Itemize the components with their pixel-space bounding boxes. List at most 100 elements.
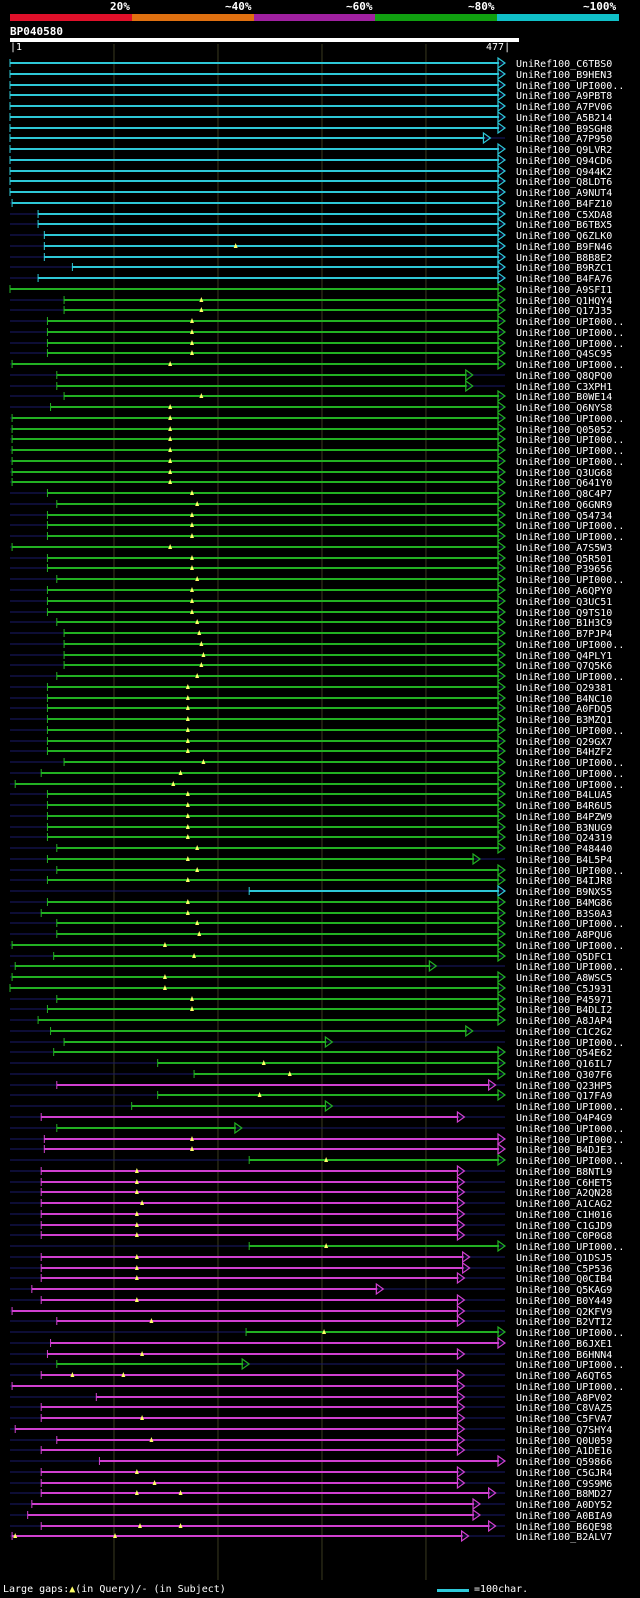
hit-label: UniRef100_A5B214 <box>516 113 612 124</box>
hit-label: UniRef100_Q16IL7 <box>516 1059 612 1070</box>
hit-label: UniRef100_B4NC10 <box>516 694 612 705</box>
hit-end-arrow <box>456 1185 466 1199</box>
hit-label: UniRef100_Q4SC95 <box>516 349 612 360</box>
hit-label: UniRef100_C5XDA8 <box>516 210 612 221</box>
hit-end-arrow <box>497 637 507 651</box>
hit-end-arrow <box>456 1476 466 1490</box>
hit-label: UniRef100_UPI000.. <box>516 414 624 425</box>
color-band-40 <box>131 14 254 21</box>
hit-end-arrow <box>497 615 507 629</box>
hit-label: UniRef100_UPI000.. <box>516 769 624 780</box>
gap-marker-icon <box>185 899 190 904</box>
hit-label: UniRef100_UPI000.. <box>516 866 624 877</box>
hit-end-arrow <box>497 809 507 823</box>
hit-end-arrow <box>497 927 507 941</box>
hit-end-arrow <box>462 1250 471 1264</box>
hit-label: UniRef100_A7S5W3 <box>516 543 612 554</box>
hit-label: UniRef100_Q05052 <box>516 425 612 436</box>
hit-end-arrow <box>497 916 507 930</box>
gap-marker-icon <box>113 1533 118 1538</box>
hit-end-arrow <box>497 508 507 522</box>
gap-marker-icon <box>134 1254 139 1259</box>
hit-end-arrow <box>497 239 507 253</box>
hit-label: UniRef100_A1CAG2 <box>516 1199 612 1210</box>
hit-end-arrow <box>488 1486 497 1500</box>
hit-end-arrow <box>497 78 507 92</box>
hit-end-arrow <box>497 701 507 715</box>
hit-label: UniRef100_A6QT65 <box>516 1371 612 1382</box>
gap-marker-icon <box>162 974 167 979</box>
scale-swatch <box>437 1589 469 1592</box>
gap-marker-icon <box>199 393 204 398</box>
hit-label: UniRef100_Q0CIB4 <box>516 1274 612 1285</box>
gap-marker-icon <box>134 1211 139 1216</box>
hit-label: UniRef100_B9FN46 <box>516 242 612 253</box>
hit-label: UniRef100_C9S9M6 <box>516 1479 612 1490</box>
hit-label: UniRef100_B7PJP4 <box>516 629 612 640</box>
hit-end-arrow <box>456 1207 466 1221</box>
hit-end-arrow <box>456 1110 466 1124</box>
hit-end-arrow <box>497 1454 507 1468</box>
gap-marker-icon <box>121 1372 126 1377</box>
hit-end-arrow <box>497 1142 507 1156</box>
hit-label: UniRef100_UPI000.. <box>516 521 624 532</box>
hit-end-arrow <box>497 755 507 769</box>
gap-marker-icon <box>178 770 183 775</box>
gap-marker-icon <box>201 759 206 764</box>
hit-end-arrow <box>497 174 507 188</box>
hit-end-arrow <box>497 938 507 952</box>
gap-marker-icon <box>162 985 167 990</box>
legend-footer: Large gaps:▲(in Query)/- (in Subject) =1… <box>0 1583 640 1597</box>
gap-marker-icon <box>134 1222 139 1227</box>
gap-marker-icon <box>134 1490 139 1495</box>
hit-label: UniRef100_C5GJR4 <box>516 1468 612 1479</box>
gap-marker-icon <box>185 910 190 915</box>
hit-label: UniRef100_A9SFI1 <box>516 285 612 296</box>
gap-marker-icon <box>189 1136 194 1141</box>
hit-end-arrow <box>461 1529 470 1543</box>
hit-label: UniRef100_B3S0A3 <box>516 909 612 920</box>
gap-marker-icon <box>185 802 190 807</box>
hit-end-arrow <box>497 841 507 855</box>
hit-label: UniRef100_UPI000.. <box>516 339 624 350</box>
hit-end-arrow <box>497 1067 507 1081</box>
hit-end-arrow <box>497 583 507 597</box>
hit-end-arrow <box>497 970 507 984</box>
hit-end-arrow <box>497 282 507 296</box>
hit-label: UniRef100_UPI000.. <box>516 81 624 92</box>
hit-label: UniRef100_B8B8E2 <box>516 253 612 264</box>
hit-end-arrow <box>456 1390 466 1404</box>
hit-end-arrow <box>497 830 507 844</box>
hit-end-arrow <box>497 357 507 371</box>
hit-end-arrow <box>497 228 507 242</box>
hit-label: UniRef100_A7P950 <box>516 134 612 145</box>
gap-marker-icon <box>195 501 200 506</box>
gap-marker-icon <box>189 522 194 527</box>
hit-label: UniRef100_C6HET5 <box>516 1178 612 1189</box>
hit-end-arrow <box>497 346 507 360</box>
gap-marker-icon <box>195 845 200 850</box>
hit-label: UniRef100_B4R6U5 <box>516 801 612 812</box>
hit-end-arrow <box>497 540 507 554</box>
hit-label: UniRef100_A6QPY0 <box>516 586 612 597</box>
hit-label: UniRef100_A1DE16 <box>516 1446 612 1457</box>
legend-text: Large gaps:▲(in Query)/- (in Subject) <box>3 1584 226 1595</box>
hit-end-arrow <box>456 1314 466 1328</box>
hit-end-arrow <box>497 863 507 877</box>
hit-label: UniRef100_C0P0G8 <box>516 1231 612 1242</box>
hit-end-arrow <box>497 884 507 898</box>
gap-marker-icon <box>189 512 194 517</box>
gap-marker-icon <box>168 458 173 463</box>
hit-end-arrow <box>497 153 507 167</box>
hit-end-arrow <box>456 1271 466 1285</box>
hit-label: UniRef100_Q5R501 <box>516 554 612 565</box>
hit-label: UniRef100_B0WE14 <box>516 392 612 403</box>
hit-end-arrow <box>497 260 507 274</box>
hit-label: UniRef100_Q3UG68 <box>516 468 612 479</box>
gap-marker-icon <box>185 877 190 882</box>
hit-label: UniRef100_UPI000.. <box>516 435 624 446</box>
gap-marker-icon <box>168 415 173 420</box>
gap-marker-icon <box>199 297 204 302</box>
hit-end-arrow <box>497 411 507 425</box>
hit-end-arrow <box>456 1411 466 1425</box>
